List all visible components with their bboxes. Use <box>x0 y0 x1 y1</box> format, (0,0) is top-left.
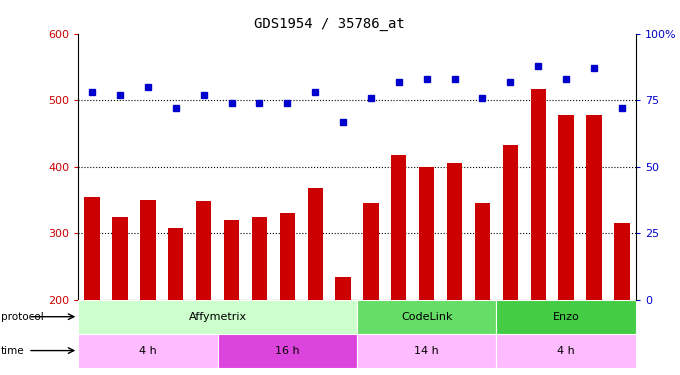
Bar <box>363 203 379 300</box>
Bar <box>558 115 574 300</box>
Bar <box>475 203 490 300</box>
Bar <box>168 228 184 300</box>
Bar <box>530 89 546 300</box>
Bar <box>357 300 496 334</box>
Bar <box>218 334 357 368</box>
Text: 16 h: 16 h <box>275 346 300 355</box>
Text: CodeLink: CodeLink <box>401 312 452 322</box>
Bar <box>84 197 100 300</box>
Bar <box>224 220 239 300</box>
Title: GDS1954 / 35786_at: GDS1954 / 35786_at <box>254 17 405 32</box>
Bar <box>496 300 636 334</box>
Text: 14 h: 14 h <box>414 346 439 355</box>
Text: Enzo: Enzo <box>553 312 579 322</box>
Bar <box>112 217 128 300</box>
Bar <box>391 155 407 300</box>
Bar <box>335 276 351 300</box>
Text: Affymetrix: Affymetrix <box>188 312 247 322</box>
Bar <box>357 334 496 368</box>
Bar <box>78 334 218 368</box>
Bar <box>503 146 518 300</box>
Bar <box>419 167 435 300</box>
Text: protocol: protocol <box>1 312 44 322</box>
Bar <box>614 223 630 300</box>
Bar <box>140 200 156 300</box>
Bar <box>279 213 295 300</box>
Bar <box>447 164 462 300</box>
Text: time: time <box>1 346 24 355</box>
Bar <box>496 334 636 368</box>
Bar <box>252 217 267 300</box>
Bar <box>307 188 323 300</box>
Bar <box>196 201 211 300</box>
Text: 4 h: 4 h <box>557 346 575 355</box>
Text: 4 h: 4 h <box>139 346 157 355</box>
Bar <box>586 115 602 300</box>
Bar <box>78 300 357 334</box>
